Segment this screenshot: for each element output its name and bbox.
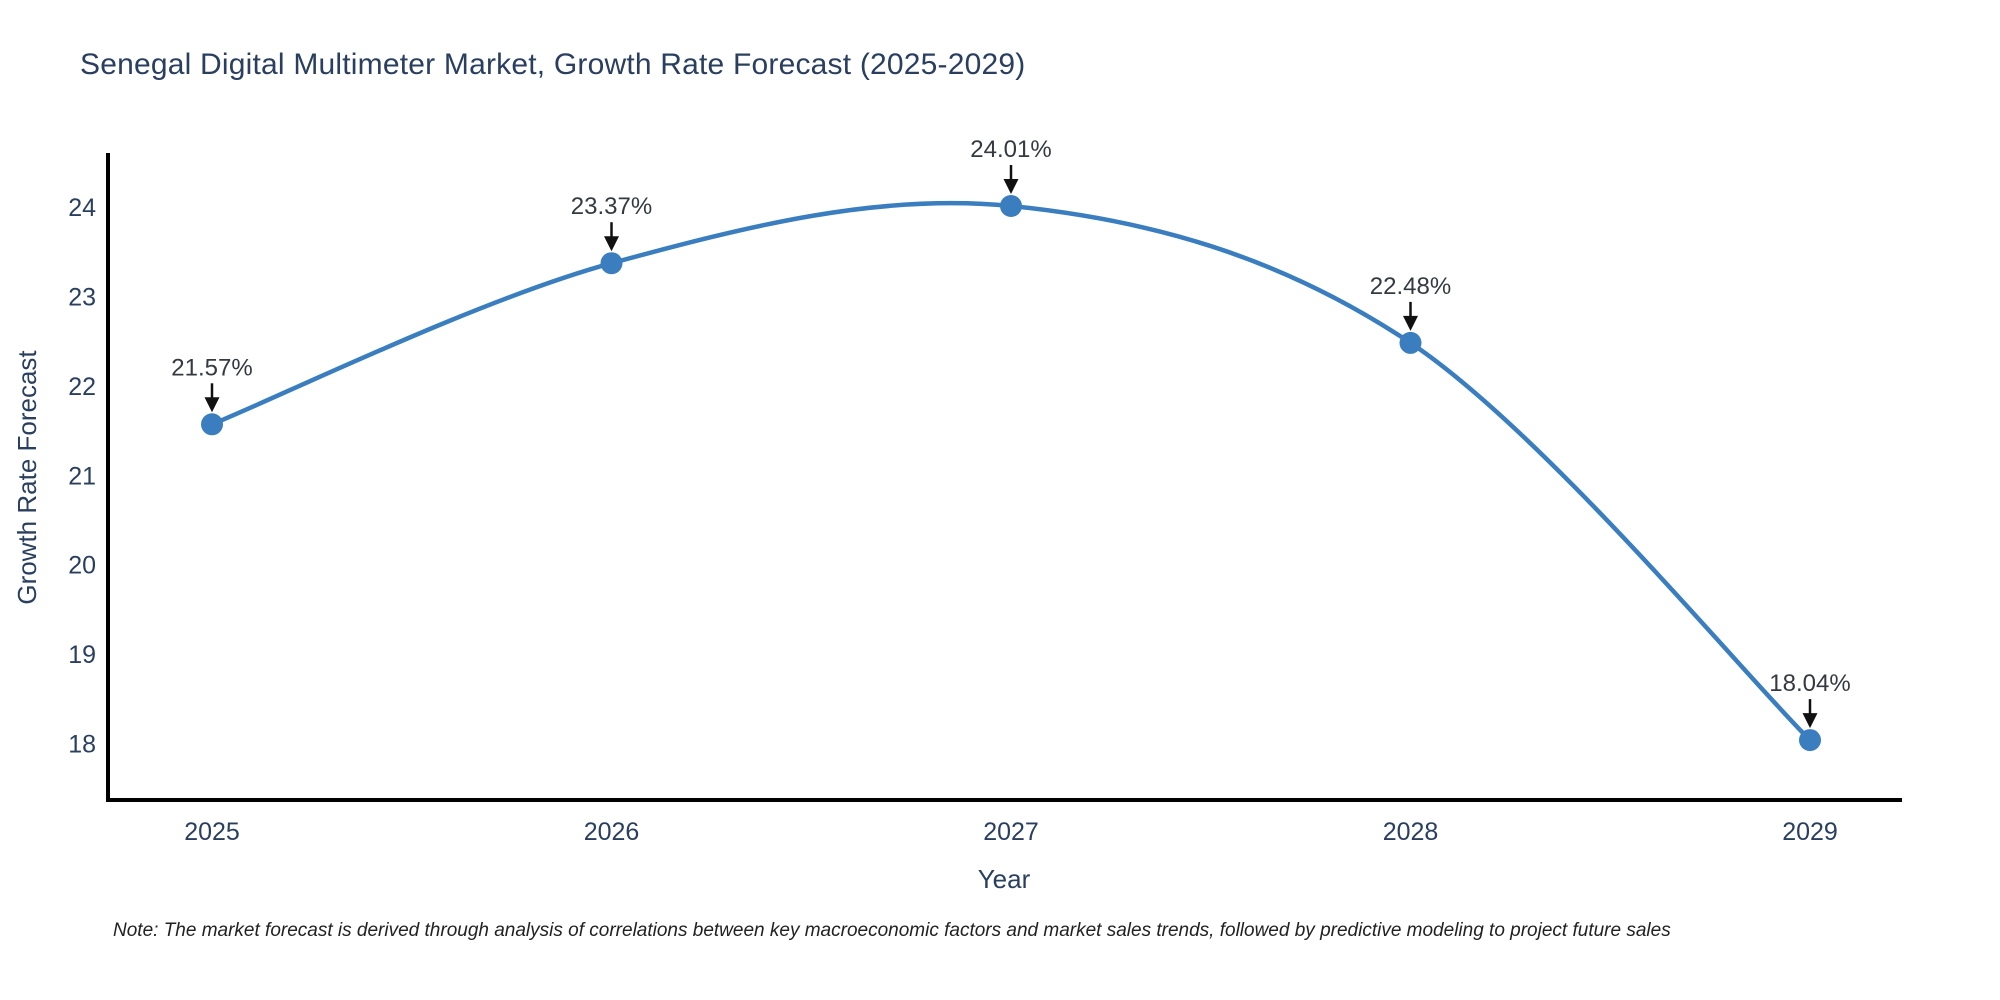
data-point-marker: [1799, 729, 1821, 752]
data-point-label: 23.37%: [571, 193, 652, 220]
x-tick-label: 2028: [1383, 818, 1439, 846]
data-point-label: 21.57%: [171, 354, 252, 381]
annotation-arrowhead-icon: [604, 236, 619, 252]
data-point-marker: [201, 413, 223, 436]
y-tick-label: 18: [68, 731, 96, 759]
y-axis-title: Growth Rate Forecast: [12, 350, 42, 605]
data-point-annotation: 18.04%: [1769, 670, 1851, 729]
y-axis-tick-labels: 18 19 20 21 22 23 24: [68, 194, 96, 759]
data-point-annotation: 22.48%: [1370, 273, 1451, 331]
data-point-marker: [1000, 195, 1022, 217]
data-point-annotation: 23.37%: [571, 193, 652, 252]
y-tick-label: 22: [68, 373, 96, 401]
y-tick-label: 24: [68, 194, 96, 222]
x-tick-label: 2025: [184, 818, 240, 846]
data-point-label: 18.04%: [1769, 670, 1850, 697]
data-point-annotation: 24.01%: [970, 136, 1052, 194]
y-tick-label: 20: [68, 552, 96, 580]
data-point-marker: [600, 252, 623, 275]
data-point-label: 22.48%: [1370, 273, 1451, 300]
y-tick-label: 23: [68, 283, 96, 311]
annotation-arrowhead-icon: [204, 397, 220, 413]
data-point-annotation: 21.57%: [171, 354, 253, 413]
y-tick-label: 19: [68, 641, 96, 669]
x-axis-tick-labels: 2025 2026 2027 2028 2029: [184, 818, 1838, 846]
trend-line: [209, 200, 1813, 743]
x-tick-label: 2026: [584, 818, 640, 846]
x-tick-label: 2029: [1782, 818, 1838, 846]
data-point-annotations: 21.57% 23.37% 24.01% 22.48% 18.04%: [171, 136, 1851, 729]
x-axis-title: Year: [978, 864, 1031, 894]
data-point-markers: [201, 195, 1821, 752]
data-point-marker: [1399, 331, 1422, 354]
x-tick-label: 2027: [983, 818, 1039, 846]
data-point-label: 24.01%: [970, 136, 1051, 163]
axis-lines: [106, 153, 1902, 802]
annotation-arrowhead-icon: [1003, 179, 1019, 194]
annotation-arrowhead-icon: [1802, 713, 1818, 729]
y-tick-label: 21: [68, 462, 96, 490]
footnote: Note: The market forecast is derived thr…: [113, 920, 1671, 941]
annotation-arrowhead-icon: [1403, 315, 1418, 331]
chart-title: Senegal Digital Multimeter Market, Growt…: [80, 48, 1026, 81]
